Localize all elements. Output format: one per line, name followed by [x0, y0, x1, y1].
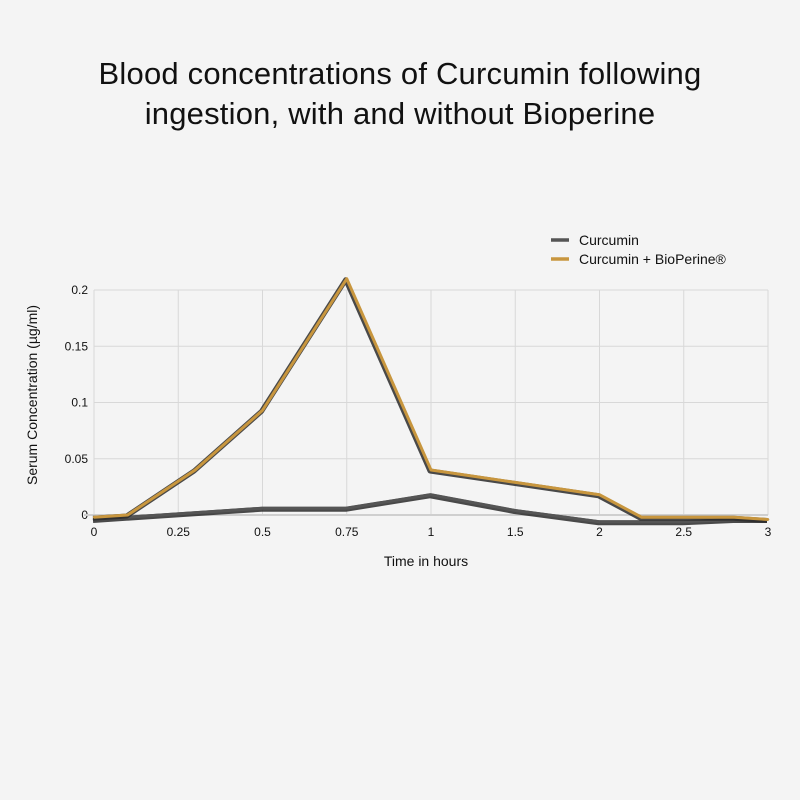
data-point: [345, 507, 348, 510]
chart-title-line-2: ingestion, with and without Bioperine: [144, 96, 656, 131]
data-point: [92, 516, 96, 519]
y-tick-label: 0.05: [65, 452, 89, 466]
legend-label: Curcumin: [579, 232, 639, 248]
data-point: [126, 513, 129, 517]
data-point: [682, 516, 685, 519]
chart-title-line-1: Blood concentrations of Curcumin followi…: [98, 56, 702, 91]
data-point: [514, 481, 517, 484]
chart-title: Blood concentrations of Curcumin followi…: [0, 54, 800, 134]
data-point: [514, 509, 517, 512]
y-axis-label: Serum Concentration (µg/ml): [24, 305, 40, 485]
grid: [93, 289, 769, 516]
x-tick-label: 0.25: [167, 525, 191, 539]
x-tick-label: 0: [91, 525, 98, 539]
x-tick-label: 1.5: [507, 525, 524, 539]
legend: Curcumin Curcumin + BioPerine®: [551, 232, 727, 267]
data-point: [429, 468, 433, 472]
y-tick-label: 0.15: [65, 339, 89, 353]
y-tick-label: 0.1: [71, 396, 88, 410]
y-tick-label: 0.2: [71, 283, 88, 297]
x-tick-label: 0.5: [254, 525, 271, 539]
data-point: [261, 409, 264, 412]
x-axis-label: Time in hours: [384, 553, 468, 569]
data-point: [345, 277, 348, 280]
data-point: [640, 516, 643, 519]
series-lines: [92, 277, 770, 526]
x-tick-label: 3: [765, 525, 772, 539]
data-point: [766, 518, 770, 521]
data-point: [193, 468, 197, 472]
x-tick-label: 0.75: [335, 525, 359, 539]
data-point: [733, 516, 736, 519]
data-point: [682, 520, 685, 523]
data-point: [160, 513, 163, 517]
data-point: [429, 493, 433, 496]
x-tick-label: 2: [596, 525, 603, 539]
data-point: [160, 491, 163, 494]
x-tick-label: 1: [428, 525, 435, 539]
data-point: [261, 507, 264, 510]
data-point: [598, 493, 601, 496]
x-tick-label: 2.5: [675, 525, 692, 539]
series-line-shadow: [92, 277, 768, 523]
data-point: [598, 520, 601, 523]
legend-label: Curcumin + BioPerine®: [579, 251, 727, 267]
